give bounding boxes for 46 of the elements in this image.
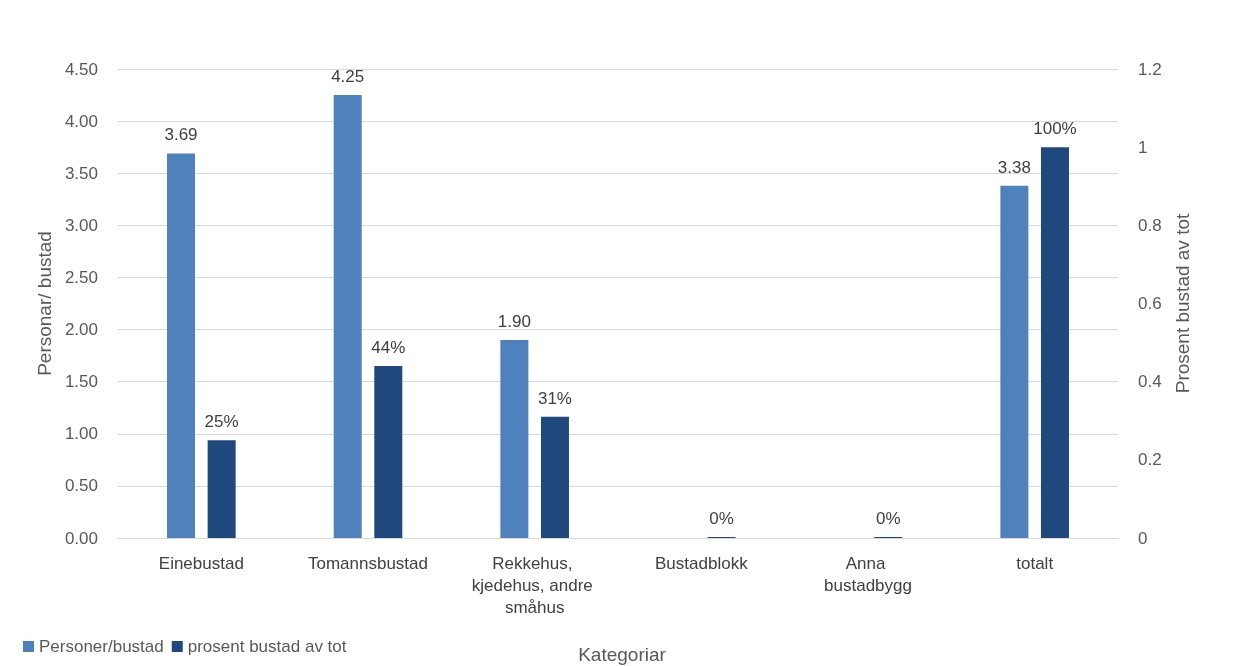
x-tick-label: Bustadblokk [655,553,749,573]
y-tick-label: 0.00 [64,528,98,548]
x-tick-label: Einebustad [158,553,244,573]
bar [207,440,236,538]
bar [540,416,569,538]
y-tick-label: 1.50 [64,372,98,392]
y2-tick-label: 1.2 [1138,59,1162,79]
y-tick-label: 2.50 [64,267,98,287]
data-label: 3.69 [164,125,198,145]
y-tick-label: 0.50 [64,476,98,496]
y-tick-label: 4.50 [64,59,98,79]
x-axis-title: Kategoriar [578,644,667,665]
data-label: 100% [1033,119,1077,139]
data-label: 3.38 [997,157,1031,177]
bar [333,95,362,538]
bar [1040,147,1069,538]
data-label: 25% [204,412,239,432]
data-label: 1.90 [497,311,531,331]
y2-axis-title: Prosent bustad av tot [1171,213,1193,394]
data-label: 0% [709,509,734,528]
y2-tick-label: 0.2 [1138,450,1162,470]
legend-label: prosent bustad av tot [187,637,347,656]
bar [167,153,196,538]
y2-tick-label: 0.8 [1138,215,1162,235]
bar [500,339,529,538]
x-tick-label: Rekkehus, kjedehus, andre småhus [471,553,598,617]
data-label: 0% [876,509,901,528]
y-tick-label: 4.00 [64,111,98,131]
y-tick-label: 3.50 [64,163,98,183]
y-tick-label: 3.00 [64,215,98,235]
data-label: 31% [537,388,572,408]
x-tick-label: Tomannsbustad [307,553,429,573]
y2-tick-label: 0.6 [1138,294,1162,313]
x-tick-label: totalt [1016,553,1054,573]
y-axis-title: Personar/ bustad [34,231,56,376]
y2-tick-label: 1 [1138,137,1148,157]
bar [1000,185,1029,538]
y-tick-label: 1.00 [64,424,98,444]
x-tick-label: Anna bustadbygg [824,553,912,595]
data-label: 4.25 [331,67,365,87]
bar [374,366,403,538]
y2-tick-label: 0.4 [1138,372,1162,392]
data-label: 44% [371,338,406,358]
y-tick-label: 2.00 [64,320,98,340]
y2-tick-label: 0 [1138,528,1148,548]
legend-label: Personer/bustad [39,637,164,656]
